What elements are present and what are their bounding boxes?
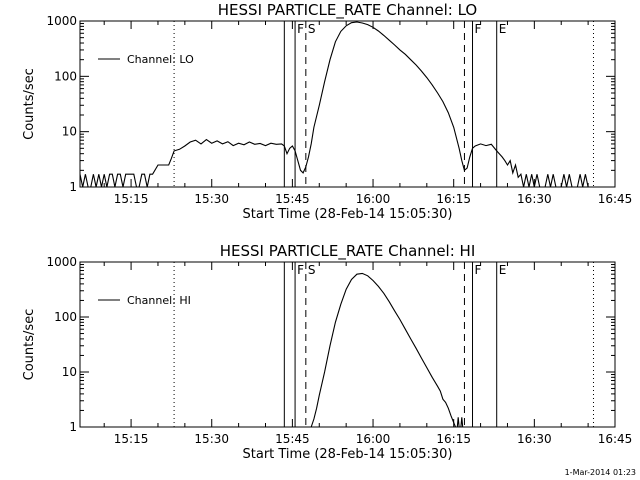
y-tick-label: 1	[69, 180, 77, 194]
hi-channel-panel: HESSI PARTICLE_RATE Channel: HI 15:15 15:3…	[22, 242, 632, 462]
footer-timestamp: 1-Mar-2014 01:23	[565, 468, 636, 477]
event-marker-label: F	[475, 22, 482, 36]
x-tick-label: 15:15	[114, 192, 149, 206]
x-tick-label: 16:30	[517, 192, 552, 206]
x-tick-label: 16:45	[598, 192, 633, 206]
x-tick-label: 15:45	[275, 192, 310, 206]
x-axis-label: Start Time (28-Feb-14 15:05:30)	[243, 207, 453, 222]
y-axis-label: Counts/sec	[22, 68, 37, 140]
event-marker-label: E	[499, 263, 507, 277]
x-tick-label: 16:00	[356, 192, 391, 206]
plot-frame	[79, 261, 616, 428]
series-line-channel-hi	[310, 272, 457, 428]
event-marker-label: S	[308, 22, 316, 36]
x-tick-label: 15:45	[275, 432, 310, 446]
x-tick-label: 15:30	[194, 192, 229, 206]
y-tick-label: 100	[54, 69, 77, 83]
series-line-channel-lo	[79, 21, 589, 188]
x-tick-label: 15:15	[114, 432, 149, 446]
x-tick-label: 16:00	[356, 432, 391, 446]
y-tick-label: 1000	[46, 14, 77, 28]
x-tick-label: 16:30	[517, 432, 552, 446]
series-line-channel-hi	[460, 417, 464, 428]
plot-frame	[79, 20, 616, 188]
event-marker-label: F	[297, 263, 304, 277]
event-marker-label: F	[475, 263, 482, 277]
x-tick-label: 16:45	[598, 432, 633, 446]
y-tick-label: 1000	[46, 255, 77, 269]
event-marker-label: E	[499, 22, 507, 36]
lo-channel-panel: HESSI PARTICLE_RATE Channel: LO 15:15 15:3…	[22, 1, 632, 222]
y-tick-label: 1	[69, 420, 77, 434]
chart-title: HESSI PARTICLE_RATE Channel: HI	[220, 242, 476, 261]
x-tick-label: 15:30	[194, 432, 229, 446]
event-marker-label: F	[297, 22, 304, 36]
y-axis-label: Counts/sec	[22, 309, 37, 381]
event-marker-label: S	[308, 263, 316, 277]
chart-title: HESSI PARTICLE_RATE Channel: LO	[218, 1, 477, 20]
x-tick-label: 16:15	[436, 432, 471, 446]
legend-entry: Channel: LO	[127, 53, 194, 66]
series-line-channel-hi	[456, 417, 460, 428]
y-tick-label: 100	[54, 310, 77, 324]
x-axis-label: Start Time (28-Feb-14 15:05:30)	[243, 447, 453, 462]
x-tick-label: 16:15	[436, 192, 471, 206]
y-tick-label: 10	[62, 365, 77, 379]
y-tick-label: 10	[62, 125, 77, 139]
legend-entry: Channel: HI	[127, 294, 191, 307]
